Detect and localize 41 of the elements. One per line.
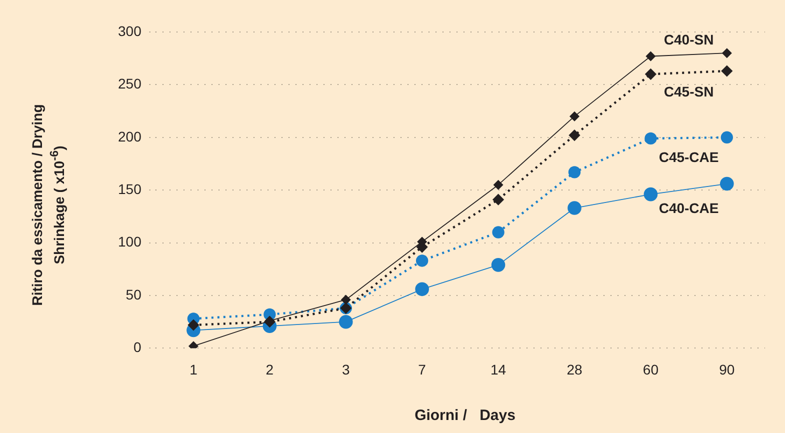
point — [416, 254, 428, 267]
point — [491, 258, 506, 272]
point — [415, 282, 429, 296]
series-label: C45-SN — [664, 83, 714, 100]
x-axis-title: Giorni / Days — [414, 407, 516, 424]
point — [644, 132, 657, 145]
x-tick-label: 7 — [418, 361, 426, 378]
point — [338, 314, 353, 329]
x-tick-label: 60 — [642, 361, 659, 378]
point — [569, 111, 580, 122]
point — [722, 48, 732, 58]
x-tick-label: 14 — [490, 361, 506, 378]
point — [644, 68, 656, 80]
y-tick-label: 300 — [118, 22, 142, 39]
point — [720, 176, 734, 191]
x-tick-label: 1 — [190, 361, 198, 378]
point — [646, 51, 656, 62]
y-tick-label: 100 — [118, 234, 142, 250]
point — [568, 129, 580, 142]
point — [492, 226, 504, 238]
point — [568, 166, 581, 178]
point — [340, 294, 351, 305]
point — [492, 194, 504, 206]
y-tick-label: 50 — [126, 286, 142, 302]
x-tick-label: 3 — [342, 361, 350, 378]
x-tick-label: 2 — [266, 361, 274, 378]
x-tick-label: 28 — [566, 361, 582, 378]
series-label: C45-CAE — [658, 148, 719, 165]
x-tick-label: 90 — [719, 361, 735, 378]
y-tick-label: 200 — [118, 128, 142, 144]
point — [721, 65, 733, 77]
point — [568, 201, 582, 215]
point — [188, 319, 200, 331]
series-label: C40-CAE — [658, 200, 719, 216]
series-label: C40-SN — [664, 32, 714, 48]
point — [644, 187, 658, 202]
y-tick-label: 150 — [118, 180, 142, 197]
y-tick-label: 250 — [118, 76, 142, 92]
y-tick-label: 0 — [134, 339, 142, 356]
point — [493, 180, 504, 190]
point — [720, 131, 733, 144]
